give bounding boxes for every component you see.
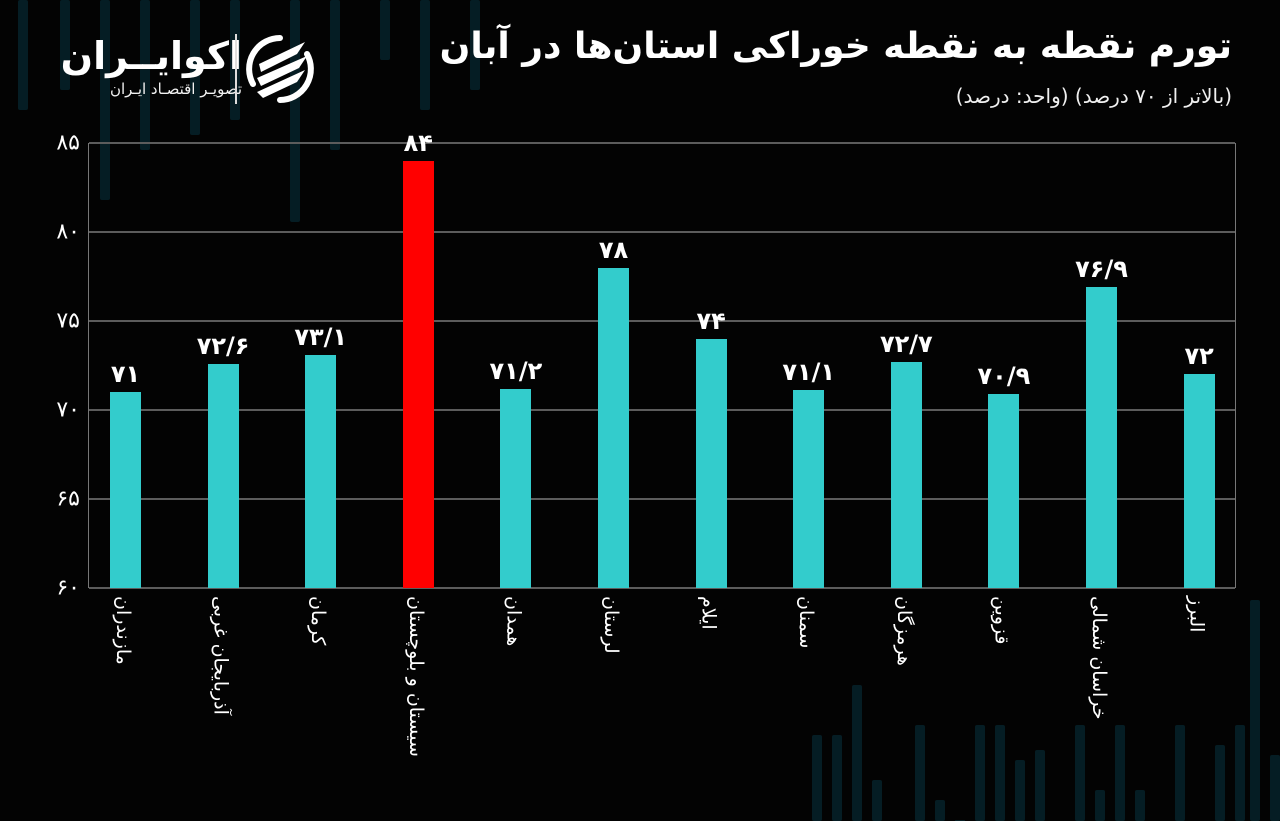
- bar: [1183, 374, 1215, 588]
- bar-value-label: ۷۱/۱: [782, 358, 836, 387]
- bar-value-label: ۷۲/۷: [879, 329, 933, 358]
- category-label: همدان: [502, 596, 525, 647]
- category-label: لرستان: [600, 596, 622, 654]
- background-bar: [935, 800, 945, 821]
- chart-subtitle: (بالاتر از ۷۰ درصد) (واحد: درصد): [955, 84, 1232, 108]
- background-bar: [1135, 790, 1145, 821]
- brand-logo: اکوایــران تصویـر اقتصـاد ایـران: [40, 30, 320, 110]
- background-bar: [975, 725, 985, 821]
- plot-area: ۷۱ ۷۲/۶ ۷۳/۱ ۸۴ ۷۱/۲ ۷۸ ۷۴ ۷۱/۱ ۷۲/۷ ۷۰/۹ ۷۶/۹ ۷۲: [88, 129, 1236, 589]
- y-tick-label: ۷۵: [56, 308, 80, 334]
- brand-tagline: تصویـر اقتصـاد ایـران: [109, 80, 242, 98]
- bar: [207, 363, 239, 588]
- background-bar: [915, 725, 925, 821]
- background-bar: [872, 780, 882, 821]
- background-bar: [1215, 745, 1225, 821]
- gridline: [89, 409, 1235, 411]
- bar: [793, 390, 825, 588]
- background-bar: [1270, 755, 1280, 821]
- category-label: ایلام: [697, 596, 720, 630]
- background-bar: [1075, 725, 1085, 821]
- bar-value-label: ۷۲: [1184, 342, 1214, 371]
- gridline: [89, 142, 1235, 144]
- brand-name: اکوایــران: [60, 34, 242, 78]
- category-label: کرمان: [307, 596, 330, 646]
- bar-value-label: ۷۱/۲: [489, 356, 543, 385]
- category-label: البرز: [1185, 596, 1208, 633]
- bar-value-label: ۸۴: [403, 128, 433, 157]
- background-bar: [832, 735, 842, 821]
- background-bar: [330, 0, 340, 150]
- bar-value-label: ۷۶/۹: [1075, 255, 1128, 284]
- category-label: مازندران: [112, 596, 134, 665]
- gridline: [89, 320, 1235, 322]
- background-bar: [18, 0, 28, 110]
- background-bar: [1175, 725, 1185, 821]
- background-bar: [1115, 725, 1125, 821]
- bar: [305, 354, 337, 588]
- bar: [598, 267, 629, 588]
- category-label: قزوین: [990, 596, 1013, 645]
- y-tick-label: ۸۰: [56, 219, 80, 245]
- bar-value-label: ۷۴: [696, 306, 726, 335]
- bar: [890, 361, 922, 588]
- bar-value-label: ۷۲/۶: [196, 331, 250, 360]
- background-bar: [1250, 600, 1260, 821]
- gridline: [89, 587, 1235, 589]
- category-label: سیستان و بلوچستان: [404, 596, 427, 757]
- y-tick-label: ۶۵: [56, 486, 80, 512]
- background-bar: [812, 735, 822, 821]
- bar-value-label: ۷۳/۱: [294, 322, 348, 351]
- category-label: آذربایجان غربی: [209, 596, 232, 715]
- gridline: [89, 231, 1235, 233]
- chart-title: تورم نقطه به نقطه خوراکی استان‌ها در آبا…: [439, 26, 1232, 67]
- bar-highlighted: [402, 160, 434, 588]
- bar: [695, 338, 727, 588]
- background-bar: [1095, 790, 1105, 821]
- bar: [1086, 287, 1117, 588]
- gridline: [89, 498, 1235, 500]
- y-tick-label: ۶۰: [56, 575, 80, 601]
- brand-swoosh-icon: [246, 35, 314, 103]
- bar-value-label: ۷۱: [110, 360, 141, 389]
- background-bar: [380, 0, 390, 60]
- bar: [110, 392, 141, 588]
- category-label: خراسان شمالی: [1088, 596, 1110, 720]
- background-bar: [1035, 750, 1045, 821]
- background-bar: [1015, 760, 1025, 821]
- bar-value-label: ۷۸: [598, 235, 629, 264]
- bar: [988, 393, 1020, 588]
- bar: [500, 388, 532, 588]
- background-bar: [1235, 725, 1245, 821]
- background-bar: [420, 0, 430, 110]
- background-bar: [995, 725, 1005, 821]
- background-bar: [852, 685, 862, 821]
- y-tick-label: ۷۰: [56, 397, 80, 423]
- logo-divider: [235, 34, 237, 104]
- category-label: هرمزگان: [892, 596, 915, 666]
- y-tick-label: ۸۵: [56, 130, 80, 156]
- bar-value-label: ۷۰/۹: [977, 361, 1031, 390]
- category-label: سمنان: [795, 596, 818, 649]
